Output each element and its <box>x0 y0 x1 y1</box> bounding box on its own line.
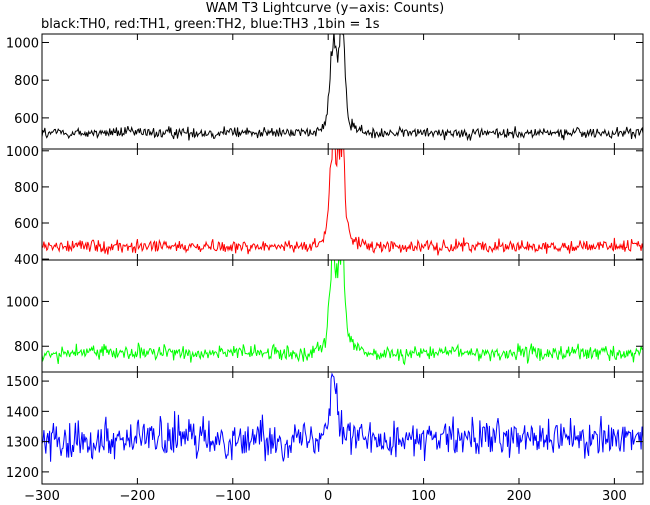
y-tick-label: 1500 <box>6 375 39 390</box>
series-line-th3 <box>42 372 643 462</box>
chart-title: WAM T3 Lightcurve (y−axis: Counts) <box>205 1 445 16</box>
y-tick-label: 800 <box>14 74 39 89</box>
x-tick-label: 200 <box>507 489 532 504</box>
panel-th1: 400 600 800 1000 <box>6 145 644 268</box>
x-tick-label: −300 <box>24 489 60 504</box>
y-tick-label: 1300 <box>6 436 39 451</box>
x-tick-label: 0 <box>324 489 332 504</box>
y-tick-label: 600 <box>14 112 39 127</box>
panel-th0: 600 800 1000 <box>6 33 644 150</box>
x-tick-label: 100 <box>411 489 436 504</box>
panel-th2: 800 1000 <box>6 259 644 373</box>
panel-frame <box>41 371 644 485</box>
y-tick-label: 400 <box>14 253 39 268</box>
series-line-th1 <box>42 149 643 256</box>
series-line-th0 <box>42 34 643 142</box>
y-tick-label: 800 <box>14 340 39 355</box>
y-tick-label: 1000 <box>6 36 39 51</box>
x-tick-label: −200 <box>120 489 156 504</box>
chart-subtitle: black:TH0, red:TH1, green:TH2, blue:TH3 … <box>41 17 380 32</box>
panel-th3: 1200 1300 1400 1500 <box>6 371 644 485</box>
y-tick-label: 1000 <box>6 145 39 160</box>
panel-frame <box>41 33 644 150</box>
y-tick-label: 600 <box>14 217 39 232</box>
y-tick-label: 1000 <box>6 295 39 310</box>
x-tick-label: −100 <box>215 489 251 504</box>
y-tick-label: 800 <box>14 181 39 196</box>
y-tick-label: 1400 <box>6 405 39 420</box>
y-tick-label: 1200 <box>6 466 39 481</box>
x-tick-label: 300 <box>602 489 627 504</box>
series-line-th2 <box>42 260 643 366</box>
